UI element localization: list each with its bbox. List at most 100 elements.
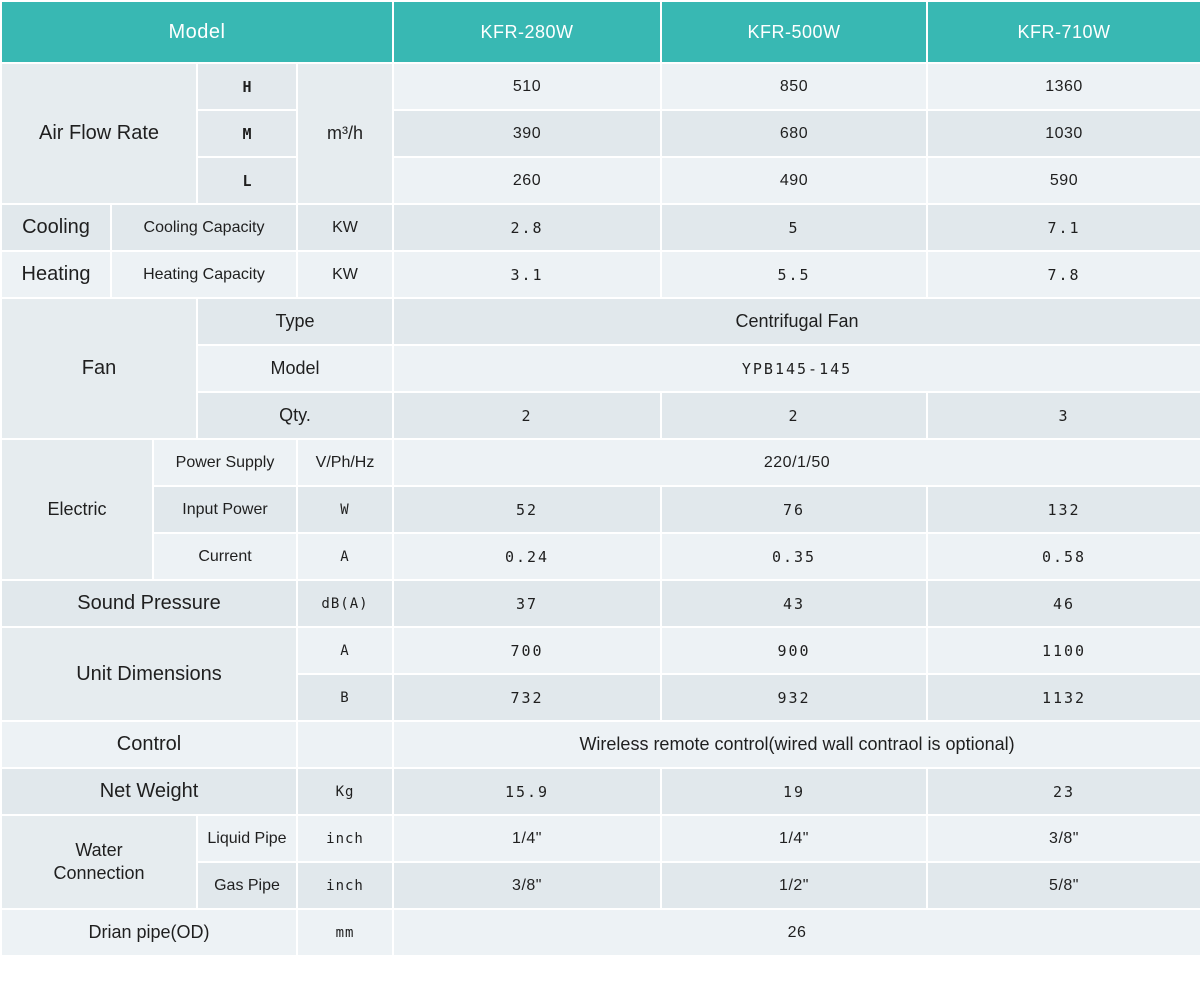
cooling-value: 7.1: [926, 203, 1200, 252]
gas-pipe-unit: inch: [295, 861, 395, 910]
dimension-a-value: 900: [660, 626, 929, 675]
power-supply-unit: V/Ph/Hz: [295, 438, 395, 487]
air-flow-m-value: 1030: [926, 109, 1200, 158]
air-flow-l-value: 590: [926, 156, 1200, 205]
row-liquid-pipe: Water Connection Liquid Pipe inch 1/4" 1…: [0, 814, 1200, 910]
speed-h-label: H: [196, 62, 298, 111]
gas-pipe-value: 1/2": [660, 861, 929, 910]
control-label: Control: [0, 720, 298, 769]
input-power-value: 76: [660, 485, 929, 534]
dimension-b-label: B: [295, 673, 395, 722]
current-value: 0.58: [926, 532, 1200, 581]
fan-qty-value: 2: [392, 391, 663, 440]
fan-model-value: YPB145-145: [392, 344, 1200, 393]
liquid-pipe-label: Liquid Pipe: [196, 814, 298, 863]
row-fan-model: Model YPB145-145: [1, 344, 1200, 393]
dimension-a-label: A: [295, 626, 395, 675]
net-weight-value: 19: [660, 767, 929, 816]
row-dimension-a: Unit Dimensions A 700 900 1100: [0, 626, 1200, 722]
fan-type-label: Type: [195, 297, 395, 346]
current-label: Current: [152, 532, 298, 581]
gas-pipe-value: 3/8": [392, 861, 663, 910]
row-air-flow-m: M 390 680 1030: [1, 109, 1200, 158]
heating-capacity-label: Heating Capacity: [110, 250, 298, 299]
current-value: 0.35: [660, 532, 929, 581]
control-value: Wireless remote control(wired wall contr…: [392, 720, 1200, 769]
heating-value: 3.1: [392, 250, 663, 299]
dimension-b-value: 932: [660, 673, 929, 722]
dimension-b-value: 732: [392, 673, 663, 722]
water-connection-label: Water Connection: [0, 814, 198, 910]
liquid-pipe-value: 1/4": [660, 814, 929, 863]
table-header-row: Model KFR-280W KFR-500W KFR-710W: [0, 0, 1200, 64]
air-flow-l-value: 260: [392, 156, 663, 205]
dimension-b-value: 1132: [926, 673, 1200, 722]
dimension-a-value: 1100: [926, 626, 1200, 675]
speed-m-label: M: [196, 109, 298, 158]
model-column-kfr-500w: KFR-500W: [660, 0, 929, 64]
sound-pressure-value: 37: [392, 579, 663, 628]
spec-table: Model KFR-280W KFR-500W KFR-710W Air Flo…: [0, 0, 1200, 957]
current-value: 0.24: [392, 532, 663, 581]
cooling-value: 2.8: [392, 203, 663, 252]
row-air-flow-h: Air Flow Rate H m³/h 510 850 1360: [0, 62, 1200, 205]
net-weight-unit: Kg: [295, 767, 395, 816]
liquid-pipe-value: 3/8": [926, 814, 1200, 863]
row-cooling: Cooling Cooling Capacity KW 2.8 5 7.1: [0, 203, 1200, 252]
drain-pipe-value: 26: [392, 908, 1200, 957]
row-power-supply: Electric Power Supply V/Ph/Hz 220/1/50: [0, 438, 1200, 581]
gas-pipe-label: Gas Pipe: [196, 861, 298, 910]
sound-pressure-value: 43: [660, 579, 929, 628]
row-fan-qty: Qty. 2 2 3: [1, 391, 1200, 440]
row-fan-type: Fan Type Centrifugal Fan: [0, 297, 1200, 440]
row-sound-pressure: Sound Pressure dB(A) 37 43 46: [0, 579, 1200, 628]
current-unit: A: [295, 532, 395, 581]
cooling-unit: KW: [295, 203, 395, 252]
net-weight-value: 15.9: [392, 767, 663, 816]
sound-pressure-value: 46: [926, 579, 1200, 628]
net-weight-label: Net Weight: [0, 767, 298, 816]
air-flow-unit: m³/h: [295, 62, 395, 205]
row-air-flow-l: L 260 490 590: [1, 156, 1200, 205]
electric-label: Electric: [0, 438, 154, 581]
fan-type-value: Centrifugal Fan: [392, 297, 1200, 346]
row-current: Current A 0.24 0.35 0.58: [1, 532, 1200, 581]
fan-qty-label: Qty.: [195, 391, 395, 440]
liquid-pipe-unit: inch: [295, 814, 395, 863]
row-net-weight: Net Weight Kg 15.9 19 23: [0, 767, 1200, 816]
model-column-kfr-710w: KFR-710W: [926, 0, 1200, 64]
cooling-value: 5: [660, 203, 929, 252]
input-power-value: 132: [926, 485, 1200, 534]
air-flow-h-value: 510: [392, 62, 663, 111]
cooling-capacity-label: Cooling Capacity: [110, 203, 298, 252]
sound-pressure-label: Sound Pressure: [0, 579, 298, 628]
cooling-group-label: Cooling: [0, 203, 112, 252]
fan-qty-value: 2: [660, 391, 929, 440]
fan-model-label: Model: [195, 344, 395, 393]
air-flow-m-value: 390: [392, 109, 663, 158]
air-flow-rate-label: Air Flow Rate: [0, 62, 198, 205]
drain-pipe-label: Drian pipe(OD): [0, 908, 298, 957]
liquid-pipe-value: 1/4": [392, 814, 663, 863]
input-power-unit: W: [295, 485, 395, 534]
row-heating: Heating Heating Capacity KW 3.1 5.5 7.8: [0, 250, 1200, 299]
row-input-power: Input Power W 52 76 132: [1, 485, 1200, 534]
air-flow-h-value: 1360: [926, 62, 1200, 111]
heating-value: 5.5: [660, 250, 929, 299]
heating-value: 7.8: [926, 250, 1200, 299]
power-supply-label: Power Supply: [152, 438, 298, 487]
net-weight-value: 23: [926, 767, 1200, 816]
speed-l-label: L: [196, 156, 298, 205]
air-flow-l-value: 490: [660, 156, 929, 205]
gas-pipe-value: 5/8": [926, 861, 1200, 910]
row-gas-pipe: Gas Pipe inch 3/8" 1/2" 5/8": [1, 861, 1200, 910]
unit-dimensions-label: Unit Dimensions: [0, 626, 298, 722]
heating-group-label: Heating: [0, 250, 112, 299]
sound-pressure-unit: dB(A): [295, 579, 395, 628]
fan-label: Fan: [0, 297, 198, 440]
air-flow-h-value: 850: [660, 62, 929, 111]
power-supply-value: 220/1/50: [392, 438, 1200, 487]
heating-unit: KW: [295, 250, 395, 299]
row-dimension-b: B 732 932 1132: [1, 673, 1200, 722]
drain-pipe-unit: mm: [295, 908, 395, 957]
